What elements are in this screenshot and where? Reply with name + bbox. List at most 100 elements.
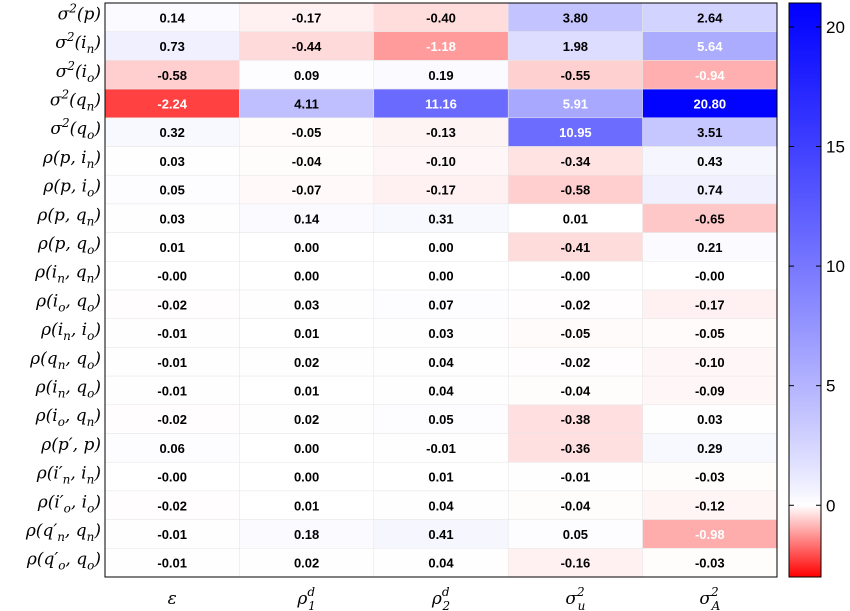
- row-label: ρ(io, qo): [35, 291, 101, 314]
- heatmap-cell: [642, 88, 778, 119]
- row-label: ρ(q′o, qo): [26, 550, 101, 573]
- cell-value-label: 0.43: [697, 154, 722, 169]
- cell-value-label: -0.07: [292, 183, 322, 198]
- heatmap-cell: [104, 289, 240, 319]
- heatmap-cell: [373, 433, 509, 463]
- row-label: ρ(p, qo): [37, 234, 101, 257]
- cell-value-label: -0.12: [695, 498, 725, 513]
- cell-value-label: 0.04: [428, 355, 454, 370]
- heatmap-cell: [104, 117, 240, 147]
- cell-value-label: -0.02: [157, 412, 187, 427]
- heatmap-cell: [239, 318, 375, 348]
- cell-value-label: 20.80: [694, 96, 727, 111]
- heatmap-cell: [239, 203, 375, 233]
- cell-value-label: -0.05: [561, 326, 591, 341]
- heatmap-cell: [642, 404, 778, 434]
- cell-value-label: -0.58: [561, 183, 591, 198]
- cell-value-label: 0.73: [160, 39, 185, 54]
- column-label: σ2 u: [565, 585, 585, 611]
- heatmap-cell: [239, 461, 375, 492]
- cell-value-label: 3.80: [563, 10, 588, 25]
- heatmap-cell: [507, 318, 643, 348]
- cell-value-label: 0.00: [294, 470, 319, 485]
- heatmap-cell: [507, 261, 643, 291]
- row-label: ρ(p, io): [42, 177, 101, 200]
- cell-value-label: -2.24: [157, 96, 187, 111]
- heatmap-cell: [104, 318, 240, 348]
- heatmap-cells: 0.14 -0.17 -0.40 3.80 2.64 0.73 -0.44 -1.18 1.98…: [104, 2, 778, 578]
- heatmap-cell: [239, 88, 375, 119]
- cell-value-label: -0.58: [157, 68, 187, 83]
- cell-value-label: -0.10: [695, 355, 725, 370]
- cell-value-label: 0.14: [294, 211, 320, 226]
- row-label: ρ(p, qn): [36, 205, 101, 228]
- cell-value-label: -0.04: [292, 154, 322, 169]
- heatmap-cell: [507, 60, 643, 90]
- row-label: σ2(qo): [50, 116, 101, 142]
- cell-value-label: 5.64: [697, 39, 723, 54]
- cell-value-label: 1.98: [563, 39, 588, 54]
- colorbar-tick-label: 20: [826, 18, 845, 37]
- cell-value-label: -0.65: [695, 211, 725, 226]
- cell-value-label: 0.18: [294, 527, 319, 542]
- cell-value-label: -0.05: [292, 125, 322, 140]
- heatmap-cell: [507, 146, 643, 176]
- heatmap-cell: [373, 60, 509, 90]
- cell-value-label: -0.04: [561, 498, 591, 513]
- heatmap-cell: [239, 375, 375, 406]
- cell-value-label: 0.21: [697, 240, 722, 255]
- cell-value-label: -0.94: [695, 68, 725, 83]
- cell-value-label: 0.00: [428, 269, 453, 284]
- cell-value-label: 0.01: [294, 326, 319, 341]
- cell-value-label: 0.09: [294, 68, 319, 83]
- cell-value-label: -0.17: [426, 183, 456, 198]
- cell-value-label: 0.05: [563, 527, 588, 542]
- cell-value-label: -0.00: [157, 470, 187, 485]
- row-labels: σ2(p) σ2(in) σ2(io)σ2(qn) σ2(qo) ρ(p, in) ρ(p…: [25, 1, 101, 572]
- heatmap-cell: [239, 60, 375, 90]
- heatmap-cell: [642, 232, 778, 262]
- cell-value-label: -0.01: [157, 326, 187, 341]
- row-label: σ2(qn): [50, 87, 101, 113]
- heatmap-cell: [373, 261, 509, 291]
- heatmap-cell: [239, 146, 375, 176]
- heatmap-cell: [373, 289, 509, 319]
- heatmap-cell: [373, 117, 509, 147]
- cell-value-label: -1.18: [426, 39, 456, 54]
- column-label: ρd 1: [296, 585, 315, 611]
- heatmap-cell: [507, 461, 643, 492]
- heatmap-cell: [642, 548, 778, 578]
- cell-value-label: 0.19: [428, 68, 453, 83]
- heatmap-cell: [104, 203, 240, 233]
- cell-value-label: -0.02: [157, 297, 187, 312]
- cell-value-label: 0.02: [294, 556, 319, 571]
- row-label: ρ(io, qn): [35, 406, 101, 429]
- heatmap-cell: [507, 433, 643, 463]
- heatmap-cell: [104, 375, 240, 406]
- cell-value-label: -0.01: [157, 556, 187, 571]
- colorbar-tick-label: 10: [826, 257, 845, 276]
- heatmap-cell: [104, 347, 240, 377]
- heatmap-cell: [373, 88, 509, 119]
- heatmap-cell: [642, 31, 778, 61]
- cell-value-label: -0.00: [157, 269, 187, 284]
- cell-value-label: 0.74: [697, 183, 723, 198]
- cell-value-label: -0.55: [561, 68, 591, 83]
- heatmap-cell: [373, 146, 509, 176]
- column-labels: ε ρd 1 ρd 2 σ2 u σ2 A: [168, 585, 721, 611]
- cell-value-label: 0.32: [160, 125, 185, 140]
- heatmap-cell: [373, 548, 509, 578]
- cell-value-label: -0.03: [695, 470, 725, 485]
- cell-value-label: 0.29: [697, 441, 722, 456]
- heatmap-cell: [642, 60, 778, 90]
- heatmap-cell: [239, 232, 375, 262]
- heatmap-cell: [104, 548, 240, 578]
- cell-value-label: 10.95: [559, 125, 592, 140]
- colorbar-tick-label: 5: [826, 377, 835, 396]
- cell-value-label: -0.02: [561, 297, 591, 312]
- row-label: ρ(i′n, in): [36, 464, 101, 487]
- cell-value-label: -0.03: [695, 556, 725, 571]
- heatmap-cell: [239, 404, 375, 434]
- heatmap-cell: [507, 289, 643, 319]
- cell-value-label: -0.01: [561, 470, 591, 485]
